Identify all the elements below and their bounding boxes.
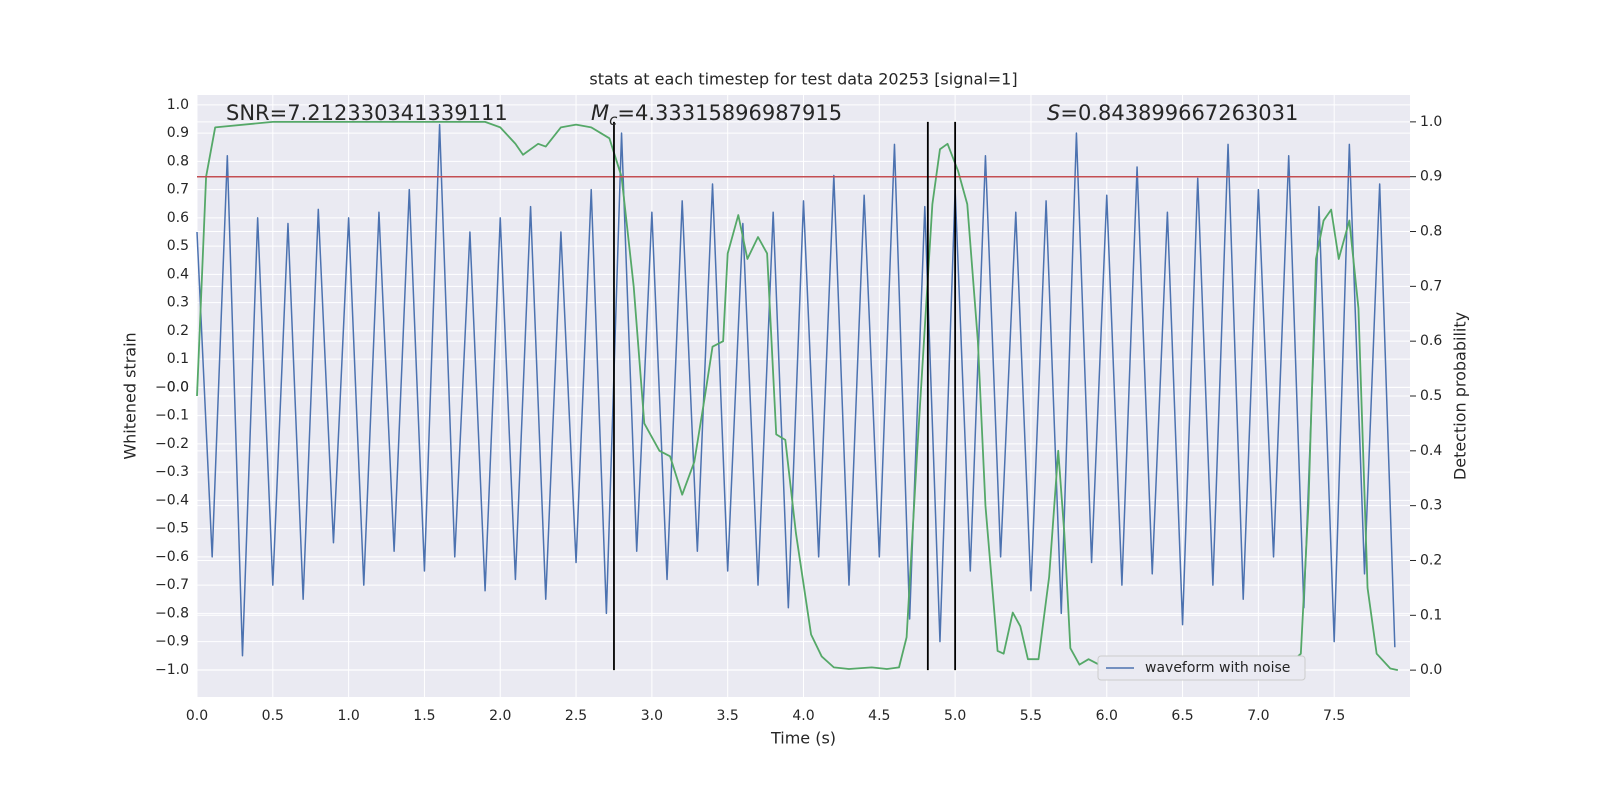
x-tick-label: 5.0 xyxy=(944,708,966,724)
annotation: Mc=4.33315896987915 xyxy=(591,101,842,129)
y-tick-label: 1.0 xyxy=(167,97,189,113)
y2-tick-label: 0.4 xyxy=(1420,443,1442,459)
y-tick-label: 0.1 xyxy=(167,351,189,367)
y-tick-label: −0.9 xyxy=(155,634,189,650)
annotation-symbol: M xyxy=(591,101,609,125)
y2-tick-label: 0.7 xyxy=(1420,278,1442,294)
y-tick-label: 0.0 xyxy=(167,379,189,395)
y2-tick-label: 0.0 xyxy=(1420,662,1442,678)
chart-title: stats at each timestep for test data 202… xyxy=(589,70,1017,89)
x-axis-label: Time (s) xyxy=(770,729,836,748)
y2-tick-label: 0.9 xyxy=(1420,169,1442,185)
annotation-text: SNR=7.212330341339111 xyxy=(226,101,508,125)
annotation-subscript: c xyxy=(609,111,618,129)
y-tick-label: −0.1 xyxy=(155,408,189,424)
annotation-text: =4.33315896987915 xyxy=(617,101,842,125)
x-tick-label: 4.5 xyxy=(868,708,890,724)
x-tick-label: 4.0 xyxy=(792,708,814,724)
y2-axis-label: Detection probability xyxy=(1451,312,1470,480)
y-tick-label: −0.7 xyxy=(155,577,189,593)
x-tick-label: 3.5 xyxy=(717,708,739,724)
y-tick-label: −0.8 xyxy=(155,605,189,621)
series-line xyxy=(196,123,1396,657)
y2-tick-label: 0.8 xyxy=(1420,224,1442,240)
y-tick-label: −0.6 xyxy=(155,549,189,565)
x-tick-label: 7.0 xyxy=(1247,708,1269,724)
x-tick-label: 1.5 xyxy=(413,708,435,724)
x-tick-label: 5.5 xyxy=(1020,708,1042,724)
y-tick-label: −0.0 xyxy=(155,379,189,395)
y-tick-label: −0.4 xyxy=(155,492,189,508)
y-tick-label: 0.7 xyxy=(167,182,189,198)
y-tick-label: 0.4 xyxy=(167,266,189,282)
x-tick-label: 7.5 xyxy=(1323,708,1345,724)
y2-tick-label: 0.3 xyxy=(1420,498,1442,514)
y-axis-label: Whitened strain xyxy=(121,332,140,459)
x-tick-label: 0.5 xyxy=(262,708,284,724)
y-tick-label: 0.9 xyxy=(167,125,189,141)
y-tick-label: 0.6 xyxy=(167,210,189,226)
x-tick-label: 3.0 xyxy=(641,708,663,724)
legend-label: waveform with noise xyxy=(1145,660,1290,676)
x-tick-label: 6.0 xyxy=(1096,708,1118,724)
y-tick-label: −1.0 xyxy=(155,662,189,678)
x-tick-label: 6.5 xyxy=(1171,708,1193,724)
y-tick-label: 0.8 xyxy=(167,153,189,169)
x-tick-label: 0.0 xyxy=(186,708,208,724)
y-tick-label: −0.2 xyxy=(155,436,189,452)
x-tick-label: 2.5 xyxy=(565,708,587,724)
y-tick-label: −0.3 xyxy=(155,464,189,480)
y2-tick-label: 0.6 xyxy=(1420,333,1442,349)
y-tick-label: 0.5 xyxy=(167,238,189,254)
y-tick-label: 0.2 xyxy=(167,323,189,339)
y-tick-label: 0.3 xyxy=(167,295,189,311)
annotation: SNR=7.212330341339111 xyxy=(226,101,508,125)
y2-tick-label: 1.0 xyxy=(1420,114,1442,130)
legend-box xyxy=(1097,655,1306,681)
x-tick-label: 2.0 xyxy=(489,708,511,724)
y-tick-label: −0.5 xyxy=(155,521,189,537)
annotation-text: =0.843899667263031 xyxy=(1060,101,1298,125)
y2-tick-label: 0.2 xyxy=(1420,552,1442,568)
y2-tick-label: 0.5 xyxy=(1420,388,1442,404)
annotation: S=0.843899667263031 xyxy=(1047,101,1298,125)
x-tick-label: 1.0 xyxy=(337,708,359,724)
y2-tick-label: 0.1 xyxy=(1420,607,1442,623)
annotation-symbol: S xyxy=(1047,101,1060,125)
